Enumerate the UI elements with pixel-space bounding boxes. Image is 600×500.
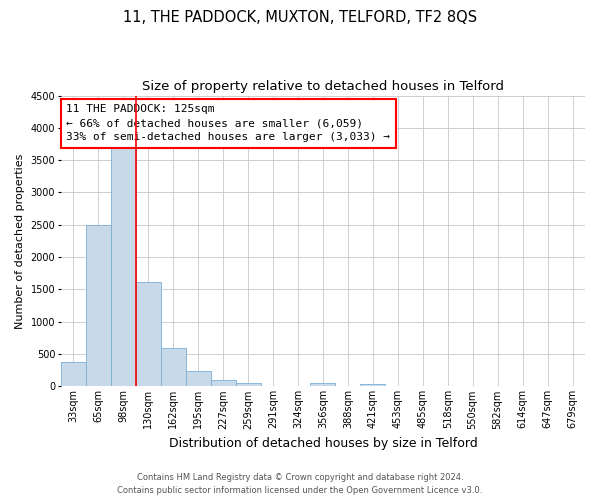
Bar xyxy=(136,282,161,387)
Bar xyxy=(211,380,236,386)
Bar xyxy=(185,371,211,386)
Bar xyxy=(361,384,385,386)
Bar xyxy=(61,362,86,386)
Text: Contains HM Land Registry data © Crown copyright and database right 2024.
Contai: Contains HM Land Registry data © Crown c… xyxy=(118,474,482,495)
Text: 11 THE PADDOCK: 125sqm
← 66% of detached houses are smaller (6,059)
33% of semi-: 11 THE PADDOCK: 125sqm ← 66% of detached… xyxy=(66,104,390,142)
Text: 11, THE PADDOCK, MUXTON, TELFORD, TF2 8QS: 11, THE PADDOCK, MUXTON, TELFORD, TF2 8Q… xyxy=(123,10,477,25)
Y-axis label: Number of detached properties: Number of detached properties xyxy=(15,154,25,328)
Bar xyxy=(310,383,335,386)
Bar xyxy=(236,383,260,386)
Bar xyxy=(161,348,185,387)
X-axis label: Distribution of detached houses by size in Telford: Distribution of detached houses by size … xyxy=(169,437,478,450)
Bar xyxy=(111,148,136,386)
Bar xyxy=(86,225,111,386)
Title: Size of property relative to detached houses in Telford: Size of property relative to detached ho… xyxy=(142,80,504,93)
